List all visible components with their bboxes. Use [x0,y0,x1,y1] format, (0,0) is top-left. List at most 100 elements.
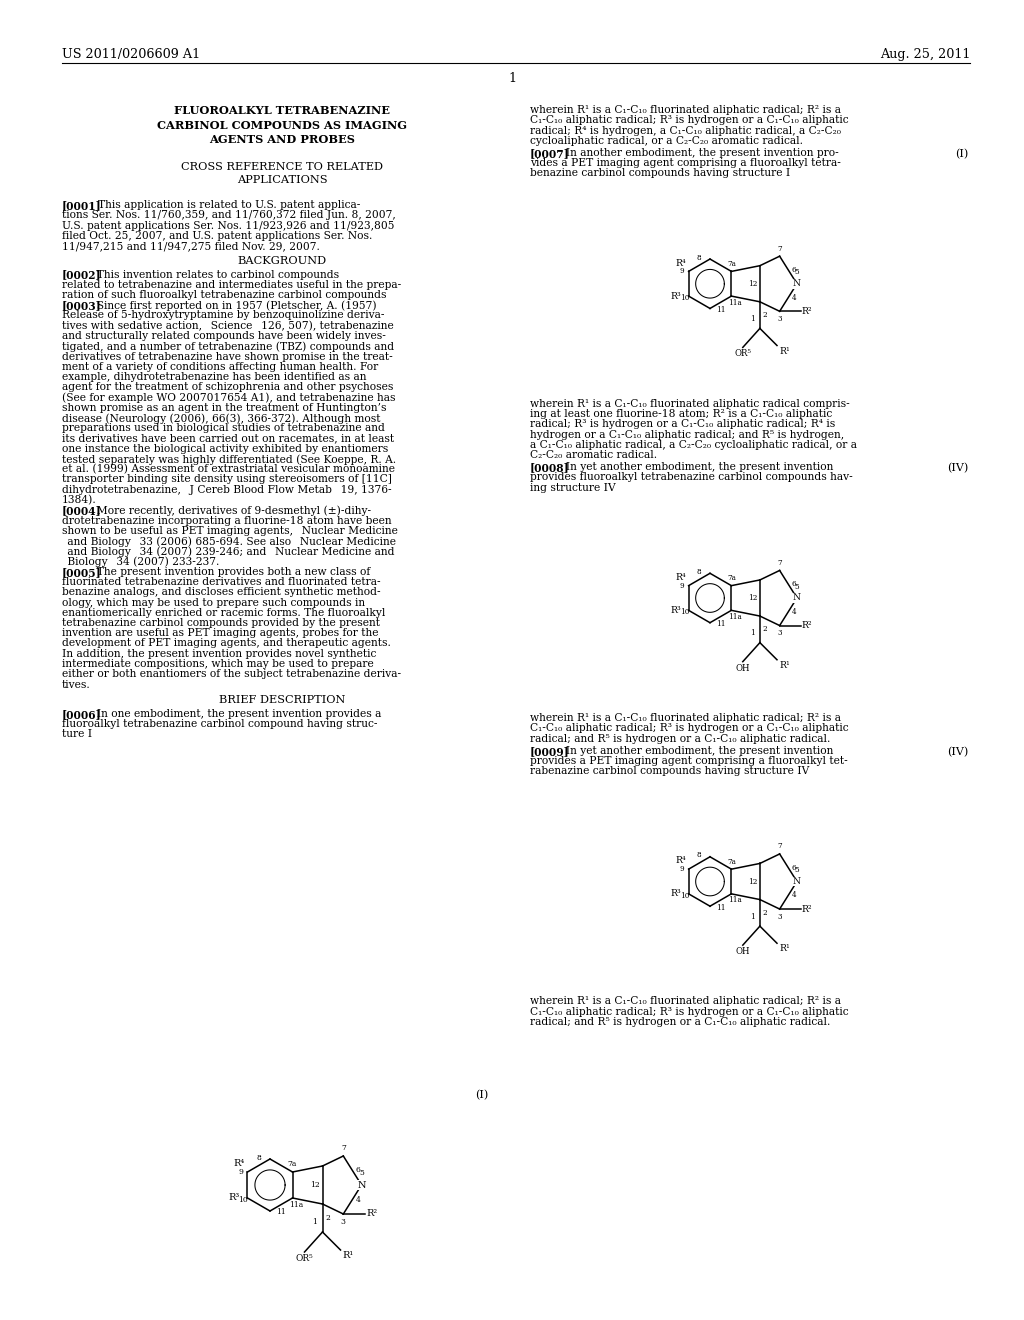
Text: R⁴: R⁴ [675,259,686,268]
Text: 11: 11 [276,1209,286,1217]
Text: 3: 3 [341,1218,346,1226]
Text: OH: OH [735,664,750,673]
Text: 8: 8 [697,568,701,576]
Text: C₁-C₁₀ aliphatic radical; R³ is hydrogen or a C₁-C₁₀ aliphatic: C₁-C₁₀ aliphatic radical; R³ is hydrogen… [530,115,849,125]
Text: ing structure IV: ing structure IV [530,483,615,492]
Text: R³: R³ [671,292,681,301]
Text: In another embodiment, the present invention pro-: In another embodiment, the present inven… [559,148,839,158]
Text: its derivatives have been carried out on racemates, in at least: its derivatives have been carried out on… [62,433,394,444]
Text: 6: 6 [792,581,797,589]
Text: shown to be useful as PET imaging agents,  Nuclear Medicine: shown to be useful as PET imaging agents… [62,525,398,536]
Text: and Biology  33 (2006) 685-694. See also  Nuclear Medicine: and Biology 33 (2006) 685-694. See also … [62,536,396,546]
Text: C₁-C₁₀ aliphatic radical; R³ is hydrogen or a C₁-C₁₀ aliphatic: C₁-C₁₀ aliphatic radical; R³ is hydrogen… [530,723,849,733]
Text: invention are useful as PET imaging agents, probes for the: invention are useful as PET imaging agen… [62,628,379,639]
Text: fluorinated tetrabenazine derivatives and fluorinated tetra-: fluorinated tetrabenazine derivatives an… [62,577,381,587]
Text: 11: 11 [716,306,725,314]
Text: 2: 2 [762,909,767,917]
Text: 5: 5 [359,1170,364,1177]
Text: 6: 6 [792,863,797,871]
Text: (See for example WO 2007017654 A1), and tetrabenazine has: (See for example WO 2007017654 A1), and … [62,392,395,403]
Text: rabenazine carbinol compounds having structure IV: rabenazine carbinol compounds having str… [530,766,809,776]
Text: dihydrotetrabenazine,  J Cereb Blood Flow Metab  19, 1376-: dihydrotetrabenazine, J Cereb Blood Flow… [62,484,391,495]
Text: 5: 5 [795,582,800,590]
Text: et al. (1999) Assessment of extrastriatal vesicular monoamine: et al. (1999) Assessment of extrastriata… [62,465,395,475]
Text: Biology  34 (2007) 233-237.: Biology 34 (2007) 233-237. [62,557,219,568]
Text: 9: 9 [680,268,684,276]
Text: 10: 10 [239,1196,249,1204]
Text: R²: R² [802,620,812,630]
Text: 12: 12 [748,280,757,288]
Text: provides a PET imaging agent comprising a fluoroalkyl tet-: provides a PET imaging agent comprising … [530,756,848,766]
Text: 11a: 11a [290,1201,304,1209]
Text: example, dihydrotetrabenazine has been identified as an: example, dihydrotetrabenazine has been i… [62,372,367,381]
Text: wherein R¹ is a C₁-C₁₀ fluorinated aliphatic radical compris-: wherein R¹ is a C₁-C₁₀ fluorinated aliph… [530,399,850,409]
Text: a C₁-C₁₀ aliphatic radical, a C₂-C₂₀ cycloaliphatic radical, or a: a C₁-C₁₀ aliphatic radical, a C₂-C₂₀ cyc… [530,440,857,450]
Text: 3: 3 [777,630,782,638]
Text: N: N [357,1180,366,1189]
Text: related to tetrabenazine and intermediates useful in the prepa-: related to tetrabenazine and intermediat… [62,280,401,290]
Text: R³: R³ [671,890,681,899]
Text: [0009]: [0009] [530,746,569,756]
Text: Release of 5-hydroxytryptamine by benzoquinolizine deriva-: Release of 5-hydroxytryptamine by benzoq… [62,310,384,321]
Text: and Biology  34 (2007) 239-246; and  Nuclear Medicine and: and Biology 34 (2007) 239-246; and Nucle… [62,546,394,557]
Text: 7a: 7a [288,1160,297,1168]
Text: [0006]: [0006] [62,709,101,719]
Text: ology, which may be used to prepare such compounds in: ology, which may be used to prepare such… [62,598,366,607]
Text: R¹: R¹ [342,1251,353,1261]
Text: 7: 7 [341,1144,346,1152]
Text: BRIEF DESCRIPTION: BRIEF DESCRIPTION [219,694,345,705]
Text: radical; and R⁵ is hydrogen or a C₁-C₁₀ aliphatic radical.: radical; and R⁵ is hydrogen or a C₁-C₁₀ … [530,734,830,743]
Text: ture I: ture I [62,729,92,739]
Text: ment of a variety of conditions affecting human health. For: ment of a variety of conditions affectin… [62,362,378,372]
Text: 7a: 7a [727,260,736,268]
Text: 4: 4 [356,1196,360,1204]
Text: wherein R¹ is a C₁-C₁₀ fluorinated aliphatic radical; R² is a: wherein R¹ is a C₁-C₁₀ fluorinated aliph… [530,713,841,723]
Text: This application is related to U.S. patent applica-: This application is related to U.S. pate… [98,201,360,210]
Text: 12: 12 [309,1181,319,1189]
Text: R⁴: R⁴ [675,857,686,866]
Text: 7: 7 [777,558,782,566]
Text: tigated, and a number of tetrabenazine (TBZ) compounds and: tigated, and a number of tetrabenazine (… [62,342,394,352]
Text: In yet another embodiment, the present invention: In yet another embodiment, the present i… [559,746,834,756]
Text: 7: 7 [777,842,782,850]
Text: wherein R¹ is a C₁-C₁₀ fluorinated aliphatic radical; R² is a: wherein R¹ is a C₁-C₁₀ fluorinated aliph… [530,997,841,1006]
Text: In yet another embodiment, the present invention: In yet another embodiment, the present i… [559,462,834,473]
Text: tives.: tives. [62,680,91,689]
Text: [0004]: [0004] [62,506,101,516]
Text: R²: R² [367,1209,378,1218]
Text: one instance the biological activity exhibited by enantiomers: one instance the biological activity exh… [62,444,388,454]
Text: 10: 10 [680,294,689,302]
Text: R⁴: R⁴ [675,573,686,582]
Text: radical; R³ is hydrogen or a C₁-C₁₀ aliphatic radical; R⁴ is: radical; R³ is hydrogen or a C₁-C₁₀ alip… [530,420,836,429]
Text: 4: 4 [792,607,797,615]
Text: 7: 7 [777,244,782,252]
Text: 3: 3 [777,315,782,323]
Text: transporter binding site density using stereoisomers of [11C]: transporter binding site density using s… [62,474,392,484]
Text: R¹: R¹ [779,346,790,355]
Text: and structurally related compounds have been widely inves-: and structurally related compounds have … [62,331,386,341]
Text: 1384).: 1384). [62,495,96,506]
Text: 11: 11 [716,620,725,628]
Text: disease (Neurology (2006), 66(3), 366-372). Although most: disease (Neurology (2006), 66(3), 366-37… [62,413,381,424]
Text: More recently, derivatives of 9-desmethyl (±)-dihy-: More recently, derivatives of 9-desmethy… [90,506,372,516]
Text: 8: 8 [256,1154,261,1162]
Text: cycloaliphatic radical, or a C₂-C₂₀ aromatic radical.: cycloaliphatic radical, or a C₂-C₂₀ arom… [530,136,803,145]
Text: [0001]: [0001] [62,201,101,211]
Text: 6: 6 [356,1167,360,1175]
Text: 9: 9 [238,1168,243,1176]
Text: 3: 3 [777,912,782,920]
Text: wherein R¹ is a C₁-C₁₀ fluorinated aliphatic radical; R² is a: wherein R¹ is a C₁-C₁₀ fluorinated aliph… [530,106,841,115]
Text: enantiomerically enriched or racemic forms. The fluoroalkyl: enantiomerically enriched or racemic for… [62,607,385,618]
Text: hydrogen or a C₁-C₁₀ aliphatic radical; and R⁵ is hydrogen,: hydrogen or a C₁-C₁₀ aliphatic radical; … [530,429,844,440]
Text: drotetrabenazine incorporating a fluorine-18 atom have been: drotetrabenazine incorporating a fluorin… [62,516,391,525]
Text: 1: 1 [508,73,516,84]
Text: 9: 9 [680,582,684,590]
Text: 1: 1 [312,1218,317,1226]
Text: preparations used in biological studies of tetrabenazine and: preparations used in biological studies … [62,424,385,433]
Text: radical; R⁴ is hydrogen, a C₁-C₁₀ aliphatic radical, a C₂-C₂₀: radical; R⁴ is hydrogen, a C₁-C₁₀ alipha… [530,125,841,136]
Text: 2: 2 [762,626,767,634]
Text: C₂-C₂₀ aromatic radical.: C₂-C₂₀ aromatic radical. [530,450,657,459]
Text: 5: 5 [795,866,800,874]
Text: either or both enantiomers of the subject tetrabenazine deriva-: either or both enantiomers of the subjec… [62,669,401,680]
Text: 1: 1 [750,630,755,638]
